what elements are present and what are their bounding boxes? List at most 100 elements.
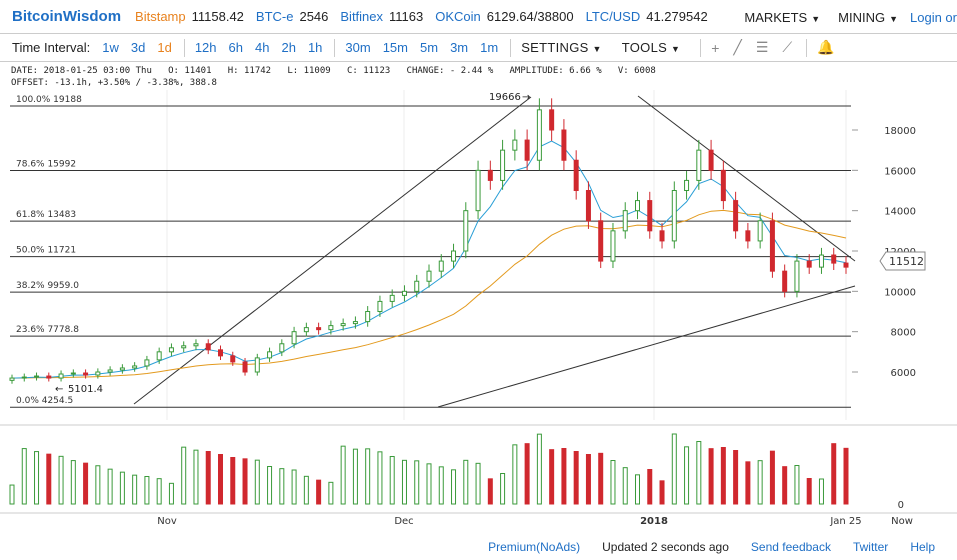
fibonacci-icon[interactable]: ☰ [755,39,769,55]
tools-menu[interactable]: TOOLS ▼ [622,40,680,55]
candle-body [610,230,616,262]
logo[interactable]: BitcoinWisdom [12,8,122,25]
candle-body [365,311,371,323]
volume-bar [156,478,162,505]
interval-3m[interactable]: 3m [450,40,469,55]
candle-body [585,190,591,222]
interval-15m[interactable]: 15m [382,40,408,55]
interval-1w[interactable]: 1w [102,40,119,55]
divider [510,38,512,57]
market-price: 6129.64/38800 [486,9,574,24]
interval-1m[interactable]: 1m [480,40,499,55]
candle-body [193,343,199,347]
volume-bar [475,462,481,505]
help-link[interactable]: Help [910,540,935,554]
candle-body [684,179,690,192]
volume-bar [58,455,64,505]
fib-level-label: 100.0% 19188 [16,95,82,105]
volume-bar [806,478,812,505]
volume-bar [720,447,726,505]
candle-body [328,325,334,331]
x-axis-label: Dec [394,516,413,527]
market-ltcusd[interactable]: LTC/USD 41.279542 [586,9,708,24]
market-name: OKCoin [435,9,481,24]
volume-bar [181,446,187,505]
alert-bell-icon[interactable]: 🔔 [817,39,835,55]
y-tick-label: 16000 [884,166,916,177]
candle-body [745,230,751,242]
crosshair-icon[interactable]: + [711,39,720,56]
interval-12h[interactable]: 12h [194,40,217,55]
twitter-link[interactable]: Twitter [852,540,889,554]
volume-bar [463,459,469,505]
volume-bar [671,433,677,505]
login-link[interactable]: Login or [910,9,957,25]
interval-1h[interactable]: 1h [307,40,323,55]
volume-bar [107,468,113,505]
volume-bar [757,460,763,505]
interval-1d[interactable]: 1d [157,40,172,55]
candle-info-line1: DATE: 2018-01-25 03:00 Thu O: 11401 H: 1… [11,66,656,76]
candle-body [83,372,89,376]
candle-body [561,129,567,161]
fan-icon[interactable]: ⟋ [782,39,793,55]
interval-6h[interactable]: 6h [228,40,243,55]
volume-bar [536,433,542,505]
market-bitstamp[interactable]: Bitstamp 11158.42 [135,9,244,24]
volume-bar [254,459,260,505]
price-chart[interactable]: 100.0% 19188 78.6% 15992 61.8% 13483 50.0% … [0,62,957,532]
volume-bar [684,446,690,505]
volume-bar [168,482,174,505]
market-btce[interactable]: BTC-e 2546 [256,9,328,24]
volume-bar [352,448,358,505]
volume-bar [451,469,457,505]
feedback-link[interactable]: Send feedback [750,540,831,554]
candle-body [181,345,187,349]
markets-menu[interactable]: MARKETS ▼ [744,10,820,25]
interval-2h[interactable]: 2h [281,40,296,55]
volume-bar [561,448,567,505]
candle-body [635,200,640,212]
candle-body [132,365,138,369]
candle-body [549,109,555,131]
candle-body [144,359,150,367]
candle-info-line2: OFFSET: -13.1h, +3.50% / -3.38%, 388.8 [11,78,217,88]
volume-bar [438,466,444,505]
interval-30m[interactable]: 30m [345,40,371,55]
candle-body [377,300,383,312]
low-annotation: 5101.4 [68,384,103,395]
market-bitfinex[interactable]: Bitfinex 11163 [340,9,423,24]
interval-5m[interactable]: 5m [420,40,439,55]
trendline-icon[interactable]: ╱ [733,39,742,55]
low-arrow-icon: ← [55,384,63,395]
interval-3d[interactable]: 3d [130,40,146,55]
market-price: 11163 [389,9,424,24]
volume-bar [782,466,788,505]
chevron-down-icon: ▼ [811,13,821,24]
candle-body [279,343,285,353]
y-tick-label: 8000 [891,328,916,339]
market-name: LTC/USD [585,9,641,24]
mining-menu-label: MINING [838,9,886,25]
chevron-down-icon: ▼ [889,13,899,24]
candle-body [254,357,260,373]
volume-bar [291,469,297,505]
premium-link[interactable]: Premium(NoAds) [488,540,581,554]
y-tick-label: 10000 [884,287,916,298]
x-axis-label: Jan 25 [829,516,861,527]
volume-bar [316,479,322,505]
candle-body [303,327,309,333]
market-price: 11158.42 [191,9,244,24]
volume-bar [831,443,837,505]
mining-menu[interactable]: MINING ▼ [838,10,898,25]
volume-bar [487,478,493,505]
candle-body [463,210,469,252]
markets-menu-label: MARKETS [744,9,808,25]
volume-bar [144,476,150,505]
market-okcoin[interactable]: OKCoin 6129.64/38800 [435,9,573,24]
interval-4h[interactable]: 4h [255,40,270,55]
settings-menu[interactable]: SETTINGS ▼ [521,40,602,55]
trend-lines [133,95,856,408]
fib-level-label: 0.0% 4254.5 [16,396,73,406]
trend-line [437,285,856,408]
